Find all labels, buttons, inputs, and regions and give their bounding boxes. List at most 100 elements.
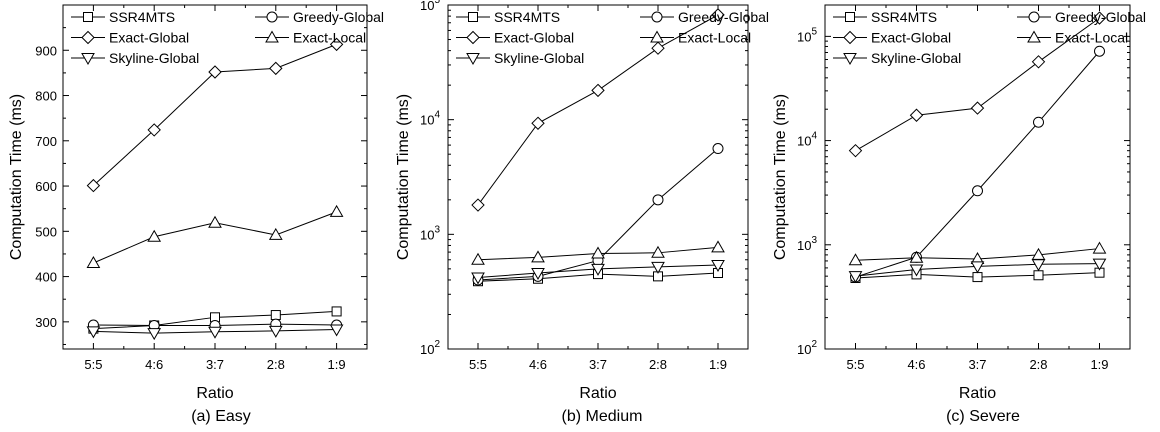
x-tick-label: 1:9 <box>328 357 346 372</box>
data-point <box>329 37 344 52</box>
legend-marker <box>1027 30 1041 43</box>
data-point <box>1031 259 1046 272</box>
series-exact-global <box>848 11 1107 158</box>
legend-label: Exact-Local <box>293 30 366 46</box>
data-point <box>909 250 924 263</box>
data-point <box>1033 116 1044 128</box>
data-point <box>1031 55 1046 69</box>
x-tick-label: 4:6 <box>529 357 547 372</box>
legend-marker <box>266 11 278 23</box>
data-point <box>591 263 605 276</box>
data-point <box>909 108 924 122</box>
legend-item: SSR4MTS <box>833 9 937 25</box>
legend-item: Exact-Global <box>456 30 574 46</box>
legend: SSR4MTS Greedy-Global Exact-Global Exact-Lo… <box>71 9 384 66</box>
data-point <box>848 143 863 158</box>
data-point <box>471 198 485 212</box>
data-point <box>972 272 983 283</box>
y-tick-label: 105 <box>420 0 440 13</box>
y-axis-label: Computation Time (ms) <box>8 94 25 260</box>
series-exact-local <box>848 241 1107 266</box>
y-tick-label-base: 10 <box>420 113 434 128</box>
y-tick-label: 103 <box>797 235 817 253</box>
x-tick-label: 3:7 <box>589 357 607 372</box>
data-point <box>1092 258 1107 271</box>
data-point <box>711 260 725 273</box>
x-axis-label: Ratio <box>579 385 616 402</box>
x-tick-label: 3:7 <box>968 357 986 372</box>
legend-label: Exact-Global <box>871 30 951 46</box>
data-point <box>208 65 222 79</box>
legend-marker <box>468 12 478 22</box>
legend-marker <box>83 12 93 22</box>
legend-marker <box>650 30 664 43</box>
y-tick-label: 400 <box>35 270 57 285</box>
legend-label: SSR4MTS <box>871 9 937 25</box>
y-axis-label: Computation Time (ms) <box>395 94 412 260</box>
legend-label: Skyline-Global <box>494 50 584 66</box>
series-greedy-global <box>850 45 1105 283</box>
y-tick-label-base: 10 <box>797 238 811 253</box>
data-point <box>208 326 222 339</box>
y-tick-label: 800 <box>35 89 57 104</box>
legend-item: SSR4MTS <box>71 9 175 25</box>
legend-marker <box>843 53 857 66</box>
series-skyline-global <box>848 258 1107 284</box>
legend-marker <box>843 30 857 45</box>
data-point <box>651 41 665 55</box>
data-point <box>329 324 344 337</box>
x-tick-label: 5:5 <box>846 357 864 372</box>
data-point <box>591 83 605 98</box>
data-point <box>268 227 283 240</box>
series-skyline-global <box>86 324 344 341</box>
data-point <box>909 264 924 277</box>
y-tick-label: 300 <box>35 315 57 330</box>
x-tick-label: 2:8 <box>649 357 667 372</box>
data-point <box>1094 45 1105 57</box>
legend-item: Exact-Global <box>71 30 189 46</box>
legend-marker <box>466 30 480 45</box>
legend-marker <box>81 30 95 45</box>
data-point <box>848 271 863 284</box>
series-exact-local <box>471 240 725 265</box>
y-tick-label: 104 <box>797 131 817 149</box>
legend-item: Greedy-Global <box>640 9 769 25</box>
x-tick-label: 4:6 <box>907 357 925 372</box>
y-tick-label: 700 <box>35 134 57 149</box>
data-point <box>147 123 161 137</box>
y-tick-label: 102 <box>797 339 817 357</box>
y-tick-label-exponent: 3 <box>434 224 440 235</box>
data-point <box>1092 11 1107 25</box>
y-tick-label: 500 <box>35 224 57 239</box>
legend-item: Exact-Local <box>1017 30 1128 46</box>
legend-label: Exact-Global <box>494 30 574 46</box>
y-tick-label: 102 <box>420 339 440 357</box>
x-axis-label: Ratio <box>196 385 233 402</box>
y-tick-label: 105 <box>797 26 817 44</box>
series-exact-global <box>471 8 725 212</box>
data-point <box>711 8 725 22</box>
x-tick-label: 2:8 <box>267 357 285 372</box>
data-point <box>268 325 283 338</box>
y-tick-label-base: 10 <box>797 342 811 357</box>
series-greedy-global <box>472 143 724 286</box>
legend-marker <box>265 30 279 43</box>
y-tick-label-base: 10 <box>797 134 811 149</box>
plot-frame <box>447 4 749 350</box>
legend-label: Exact-Local <box>1055 30 1128 46</box>
y-axis-label: Computation Time (ms) <box>772 94 789 260</box>
data-point <box>970 101 985 115</box>
data-point <box>591 246 605 259</box>
y-tick-label-base: 10 <box>420 342 434 357</box>
chart-panel-1: 300 400 500 600 700 800 900 5:5 4:6 3:7 2:8 1:9 Rati… <box>8 4 384 425</box>
data-point <box>471 272 485 285</box>
data-point <box>1092 241 1107 254</box>
legend-marker <box>466 53 480 66</box>
legend-label: Greedy-Global <box>293 9 384 25</box>
legend-label: SSR4MTS <box>494 9 560 25</box>
series-skyline-global <box>471 260 725 285</box>
legend-item: Skyline-Global <box>456 50 584 66</box>
legend-item: Greedy-Global <box>255 9 384 25</box>
data-point <box>86 326 101 339</box>
